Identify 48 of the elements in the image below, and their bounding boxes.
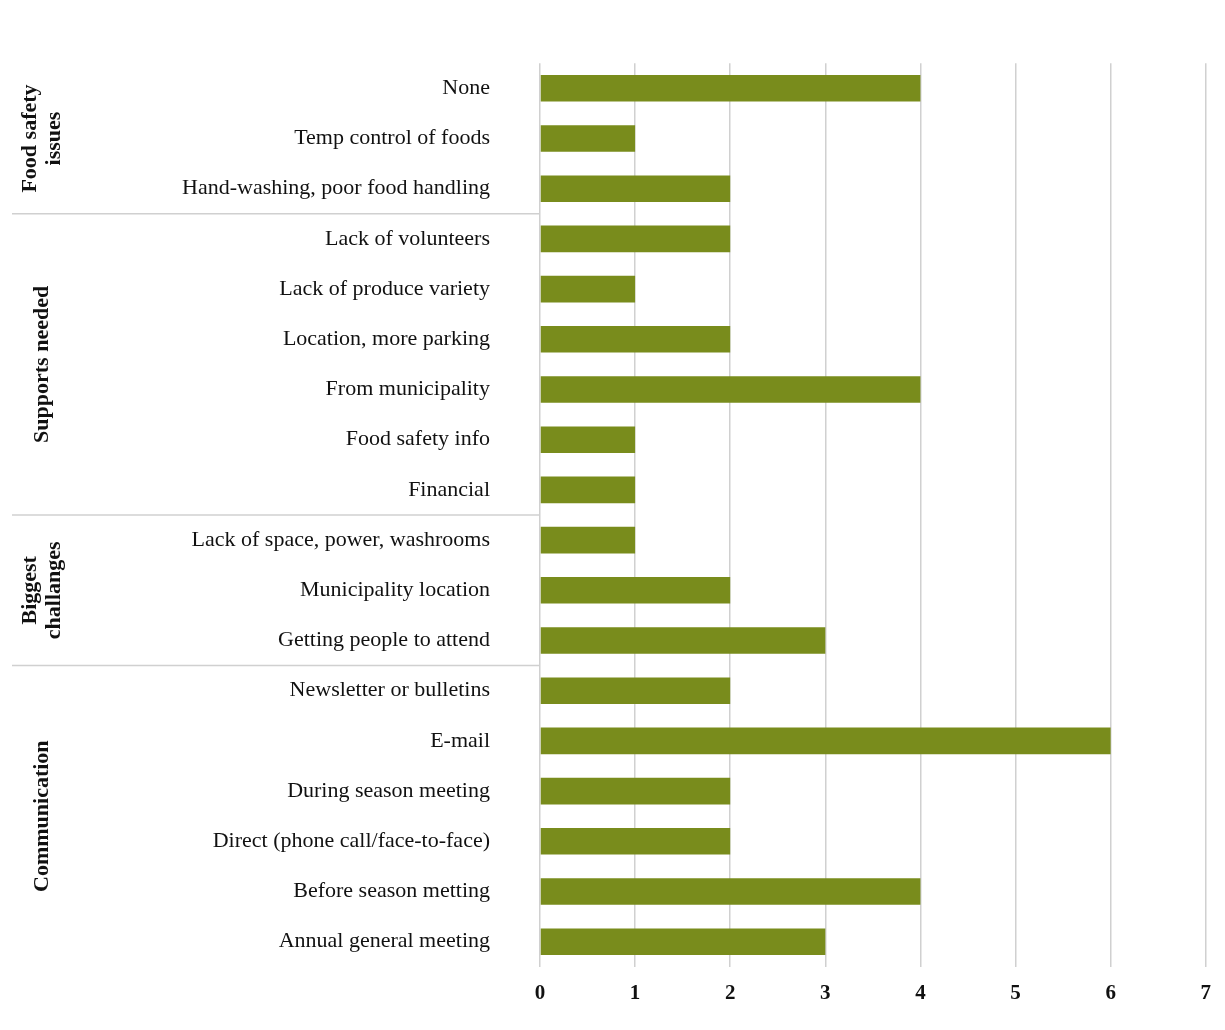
bar — [540, 175, 731, 202]
y-tick-label: Hand-washing, poor food handling — [182, 174, 490, 200]
bar — [540, 376, 921, 403]
bar — [540, 627, 826, 654]
bar — [540, 275, 636, 303]
text: Supports needed — [27, 285, 53, 443]
bar — [540, 426, 636, 453]
x-tick-label: 5 — [1010, 979, 1021, 1004]
x-tick-label: 2 — [724, 979, 736, 1004]
y-tick-label: Annual general meeting — [278, 927, 490, 953]
x-tick-label: 7 — [1200, 979, 1211, 1004]
bar — [540, 225, 731, 253]
bar — [540, 828, 731, 855]
text: Biggest challanges — [15, 540, 65, 640]
y-tick-label: During season meeting — [287, 776, 490, 802]
bar — [540, 526, 636, 554]
x-tick-label: 1 — [629, 979, 641, 1004]
y-tick-label: Financial — [408, 475, 490, 501]
bar — [540, 476, 636, 504]
y-tick-label: E-mail — [430, 726, 490, 752]
bar — [540, 777, 731, 805]
y-tick-label: Municipality location — [299, 576, 490, 602]
y-tick-label: Newsletter or bulletins — [289, 676, 490, 702]
bar — [540, 326, 731, 353]
x-tick-label: 6 — [1105, 979, 1116, 1004]
x-tick-label: 3 — [820, 979, 831, 1004]
bar — [540, 75, 921, 102]
y-tick-label: Getting people to attend — [278, 626, 490, 652]
bar — [540, 577, 731, 604]
y-tick-label: Location, more parking — [282, 325, 490, 351]
y-tick-label: Lack of produce variety — [279, 274, 490, 300]
y-tick-label: Lack of volunteers — [325, 224, 490, 250]
bar — [540, 677, 731, 704]
x-tick-label: 0 — [534, 979, 546, 1004]
bar — [540, 727, 1111, 755]
text: Food safety issues — [15, 84, 65, 193]
x-tick-label: 4 — [915, 979, 927, 1004]
y-tick-label: None — [442, 74, 490, 100]
y-tick-label: Lack of space, power, washrooms — [191, 525, 490, 551]
y-tick-label: Before season metting — [293, 877, 490, 903]
y-tick-label: Direct (phone call/face-to-face) — [212, 827, 490, 853]
bar — [540, 928, 826, 955]
bar — [540, 878, 921, 905]
text: Communication — [27, 740, 53, 892]
y-tick-label: Food safety info — [345, 425, 490, 451]
bar — [540, 125, 636, 152]
y-tick-label: Temp control of foods — [294, 124, 490, 150]
y-tick-label: From municipality — [325, 375, 490, 401]
